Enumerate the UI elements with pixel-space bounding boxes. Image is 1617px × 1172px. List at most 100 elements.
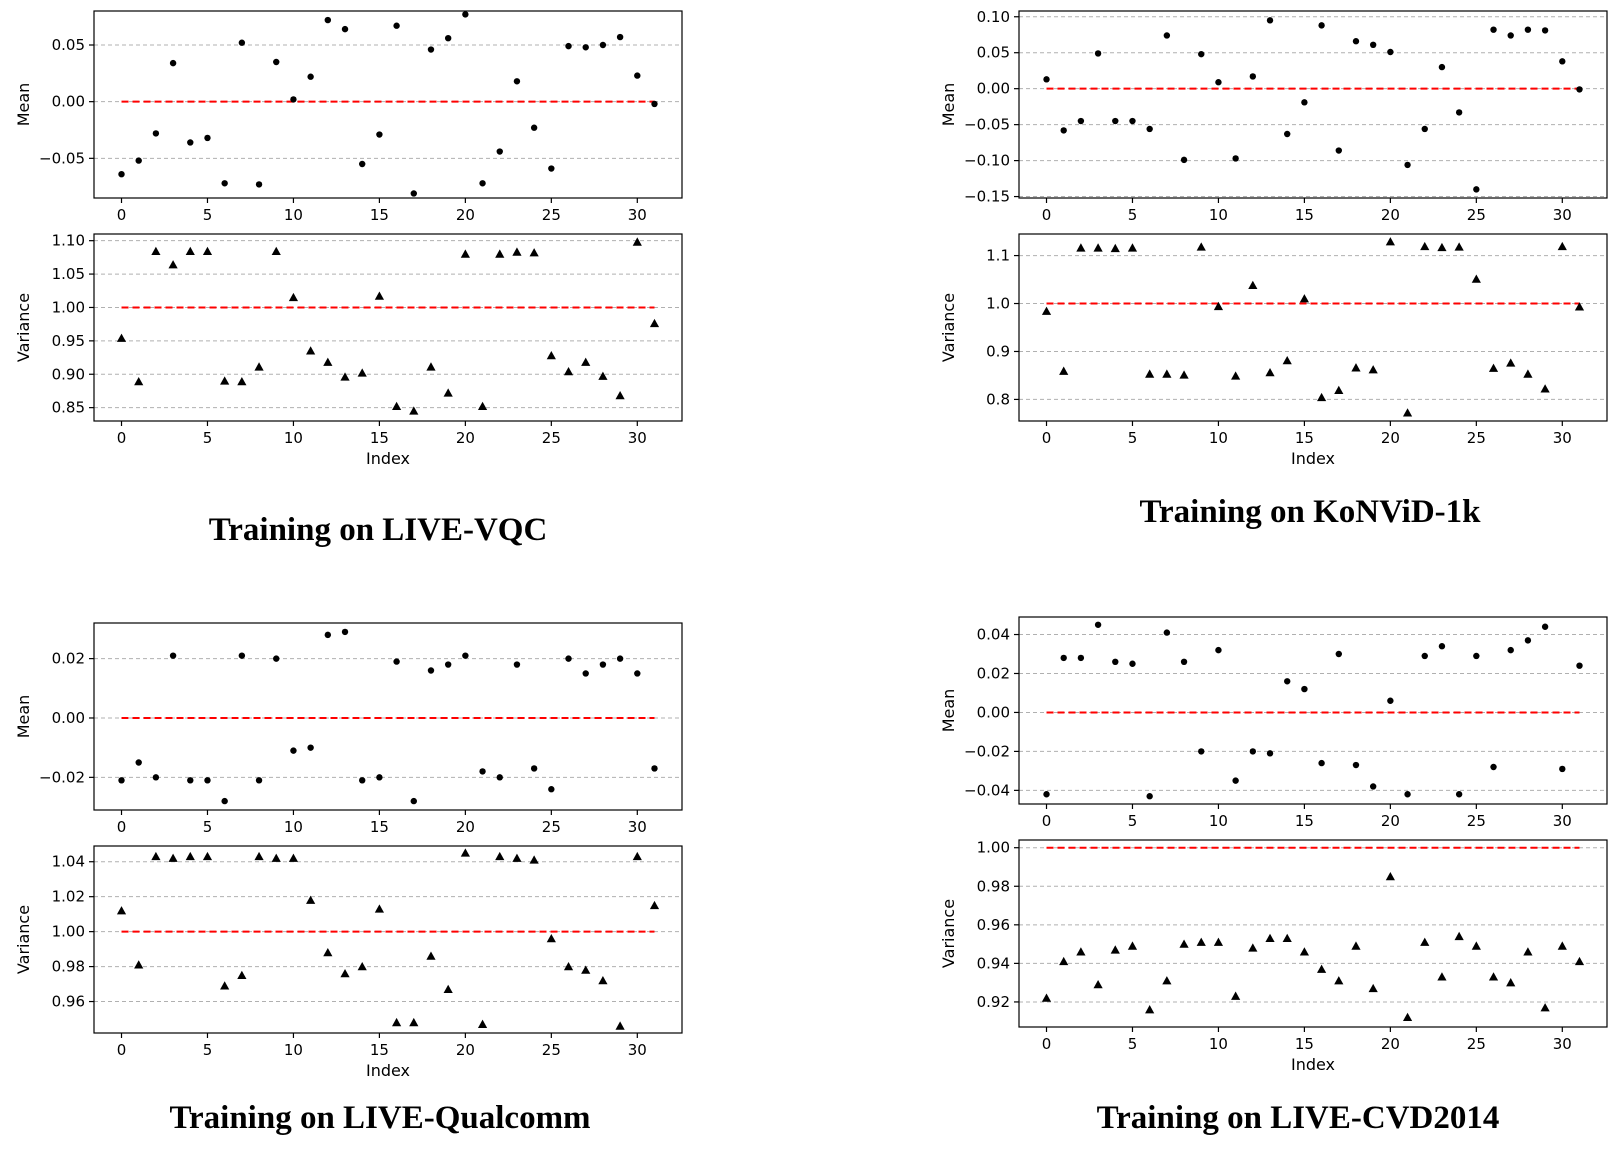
panel-4-x-tick-label-5: 25 [1467, 429, 1486, 447]
panel-2-x-tick-label-0: 0 [117, 429, 127, 447]
panel-1-data-point-9 [273, 58, 280, 66]
panel-5-data-point-21 [479, 768, 486, 775]
panel-2-data-point-18 [426, 362, 436, 371]
panel-1-y-tick-label-0: −0.05 [39, 149, 85, 167]
panel-2-data-point-21 [477, 401, 488, 410]
panel-2-data-point-26 [563, 366, 574, 376]
panel-5-y-tick-label-2: 0.02 [52, 650, 85, 668]
panel-4-data-point-6 [1145, 369, 1155, 378]
panel-8-x-axis-label: Index [1291, 1055, 1335, 1074]
panel-6-data-point-26 [563, 961, 574, 971]
panel-2-data-point-11 [306, 346, 316, 355]
caption-live-cvd2014: Training on LIVE-CVD2014 [1096, 1100, 1500, 1136]
panel-3-data-point-6 [1146, 125, 1153, 133]
panel-2-data-point-20 [460, 249, 470, 258]
panel-2-y-tick-label-4: 1.05 [52, 265, 85, 283]
panel-7-data-point-20 [1387, 697, 1394, 704]
panel-2-data-point-22 [495, 249, 505, 258]
panel-2-data-point-24 [529, 248, 539, 257]
panel-8-y-axis-label: Variance [939, 899, 958, 968]
panel-7-data-point-9 [1198, 748, 1205, 755]
panel-6-data-point-7 [237, 970, 247, 980]
panel-6-data-point-5 [202, 851, 213, 861]
panel-7-x-tick-label-0: 0 [1042, 812, 1052, 830]
panel-6-data-point-16 [391, 1017, 402, 1027]
panel-3-y-tick-label-5: 0.10 [977, 8, 1010, 26]
panel-3-data-point-13 [1266, 17, 1274, 24]
panel-5-data-point-30 [634, 670, 641, 677]
panel-6-y-tick-label-1: 0.98 [52, 958, 85, 976]
panel-1-data-point-15 [376, 131, 383, 138]
panel-5-data-point-28 [599, 661, 607, 668]
panel-8-x-tick-label-5: 25 [1467, 1035, 1486, 1053]
panel-2-data-point-9 [271, 246, 281, 256]
panel-4-y-tick-label-2: 1.0 [986, 295, 1010, 313]
panel-7-data-point-1 [1060, 654, 1067, 662]
panel-4-data-point-29 [1540, 384, 1550, 393]
panel-1-data-point-2 [152, 130, 160, 137]
panel-1-data-point-3 [169, 59, 177, 67]
panel-6-data-point-6 [220, 981, 230, 990]
panel-3-data-point-23 [1438, 63, 1446, 71]
panel-7-data-point-22 [1421, 652, 1428, 660]
panel-4-data-point-0 [1041, 306, 1052, 315]
panel-7-data-point-25 [1473, 652, 1480, 660]
panel-1-y-axis-label: Mean [14, 83, 33, 127]
panel-5-x-tick-label-0: 0 [117, 818, 127, 836]
panel-5-data-point-31 [651, 765, 658, 772]
panel-4-x-tick-label-2: 10 [1209, 429, 1228, 447]
panel-2-y-tick-label-0: 0.85 [52, 399, 85, 417]
panel-4-y-tick-label-0: 0.8 [986, 390, 1010, 408]
panel-8-y-tick-label-3: 0.98 [977, 877, 1010, 895]
panel-7-data-point-13 [1266, 750, 1274, 757]
panel-6-data-point-0 [116, 906, 127, 915]
panel-4-data-point-2 [1076, 243, 1086, 252]
panel-7-data-point-12 [1249, 748, 1257, 755]
panel-3-data-point-17 [1335, 147, 1342, 154]
panel-3-data-point-14 [1284, 130, 1291, 138]
panel-8-data-point-15 [1299, 947, 1310, 956]
panel-2-y-tick-label-1: 0.90 [52, 365, 85, 383]
panel-7-data-point-16 [1318, 759, 1325, 767]
panel-1-data-point-14 [359, 160, 366, 168]
panel-8-y-tick-label-1: 0.94 [977, 954, 1010, 972]
panel-2-x-axis-label: Index [366, 449, 410, 468]
panel-5-data-point-20 [462, 652, 469, 659]
panel-5-axes-frame [93, 622, 683, 811]
panel-7-x-tick-label-5: 25 [1467, 812, 1486, 830]
panel-7-data-point-30 [1559, 765, 1566, 773]
panel-3-data-point-29 [1541, 27, 1549, 34]
panel-5-data-point-3 [169, 652, 177, 659]
panel-7-data-point-28 [1524, 637, 1532, 644]
panel-3-data-point-16 [1318, 22, 1325, 29]
panel-6-x-tick-label-5: 25 [542, 1041, 561, 1059]
panel-5-data-point-0 [118, 777, 125, 784]
panel-5-y-tick-label-0: −0.02 [39, 768, 85, 786]
panel-8-data-point-22 [1420, 937, 1430, 946]
panel-5-data-point-19 [444, 661, 452, 668]
panel-8-data-point-13 [1265, 933, 1275, 942]
panel-6-data-point-1 [134, 960, 144, 969]
panel-3-data-point-22 [1421, 125, 1428, 133]
panel-3-data-point-15 [1301, 99, 1308, 106]
panel-4-y-tick-label-1: 0.9 [986, 342, 1010, 360]
panel-3-x-tick-label-6: 30 [1553, 206, 1572, 224]
panel-5-x-tick-label-5: 25 [542, 818, 561, 836]
panel-8-data-point-0 [1041, 993, 1052, 1002]
panel-8-data-point-7 [1162, 976, 1172, 985]
panel-6-y-tick-label-3: 1.02 [52, 888, 85, 906]
panel-5-data-point-23 [513, 661, 521, 668]
panel-7-x-tick-label-1: 5 [1128, 812, 1138, 830]
panel-3-x-tick-label-0: 0 [1042, 206, 1052, 224]
panel-1-data-point-26 [565, 42, 572, 50]
panel-4-data-point-5 [1127, 243, 1138, 252]
panel-5-data-point-27 [582, 670, 589, 677]
panel-2-data-point-0 [116, 333, 127, 342]
panel-2-data-point-16 [391, 401, 402, 410]
panel-8-data-point-29 [1540, 1003, 1550, 1012]
panel-3-x-tick-label-2: 10 [1209, 206, 1228, 224]
panel-6-x-tick-label-3: 15 [370, 1041, 389, 1059]
panel-5-data-point-10 [290, 747, 297, 754]
panel-1-data-point-19 [444, 35, 452, 42]
